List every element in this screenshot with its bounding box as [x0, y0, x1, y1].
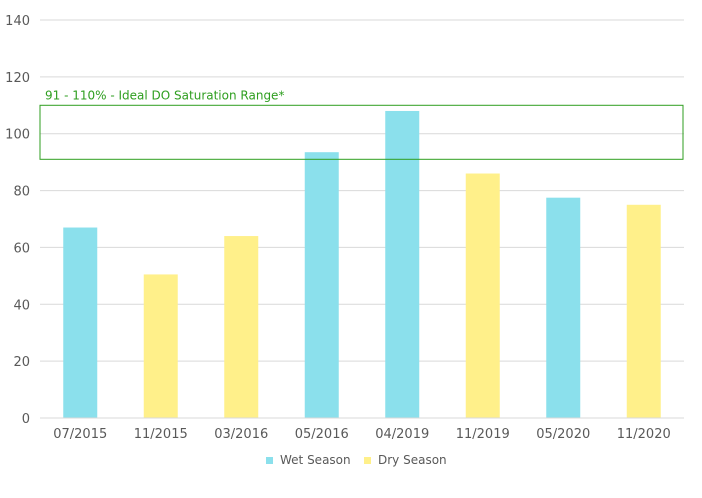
y-tick-label: 60 — [13, 241, 30, 256]
y-tick-label: 40 — [13, 298, 30, 313]
bar — [63, 227, 98, 418]
legend-label: Wet Season — [280, 453, 351, 467]
legend-label: Dry Season — [378, 453, 447, 467]
bars — [63, 110, 661, 418]
ideal-range-label: 91 - 110% - Ideal DO Saturation Range* — [45, 88, 284, 102]
x-tick-label: 11/2015 — [134, 427, 188, 442]
x-tick-label: 11/2019 — [456, 427, 510, 442]
bar — [546, 197, 581, 418]
bar — [465, 173, 500, 418]
y-tick-label: 0 — [22, 412, 30, 427]
y-tick-label: 120 — [5, 71, 30, 86]
y-tick-label: 20 — [13, 355, 30, 370]
ideal-range-band: 91 - 110% - Ideal DO Saturation Range* — [39, 88, 684, 160]
x-axis-ticks: 07/2015 11/2015 03/2016 05/2016 04/2019 11/20… — [53, 427, 671, 442]
legend-swatch — [266, 457, 273, 464]
x-tick-label: 04/2019 — [375, 427, 429, 442]
x-tick-label: 07/2015 — [53, 427, 107, 442]
legend-swatch — [364, 457, 371, 464]
y-axis-ticks: 0 20 40 60 80 100 120 140 — [5, 14, 30, 427]
bar — [304, 152, 339, 418]
x-tick-label: 05/2020 — [536, 427, 590, 442]
gridlines — [40, 19, 684, 362]
bar — [626, 204, 661, 418]
y-tick-label: 100 — [5, 128, 30, 143]
ideal-range-rect — [39, 104, 684, 160]
bar — [143, 274, 178, 418]
y-tick-label: 140 — [5, 14, 30, 29]
legend: Wet Season Dry Season — [266, 453, 447, 467]
x-tick-label: 11/2020 — [617, 427, 671, 442]
x-tick-label: 05/2016 — [295, 427, 349, 442]
bar — [224, 236, 259, 418]
bar — [385, 110, 420, 418]
y-tick-label: 80 — [13, 185, 30, 200]
x-tick-label: 03/2016 — [214, 427, 268, 442]
